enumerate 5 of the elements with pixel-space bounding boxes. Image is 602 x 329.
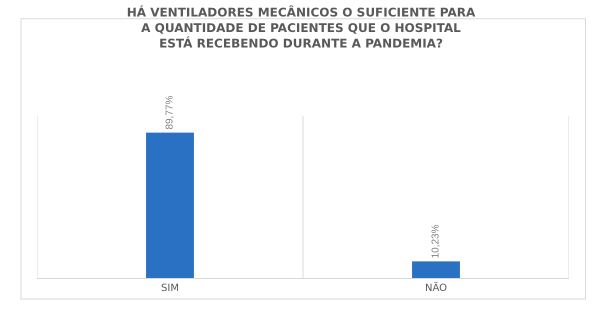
x-tick-label: SIM xyxy=(161,283,179,294)
chart-title: HÁ VENTILADORES MECÂNICOS O SUFICIENTE PARA A QUANTIDADE DE PACIENTES QUE O HOSPITAL ESTÁ RECEBENDO DURANTE A PANDEMIA? xyxy=(126,4,476,51)
data-label: 10,23% xyxy=(430,224,442,258)
data-label: 89,77% xyxy=(164,96,176,130)
x-tick-label: NÃO xyxy=(424,281,448,294)
